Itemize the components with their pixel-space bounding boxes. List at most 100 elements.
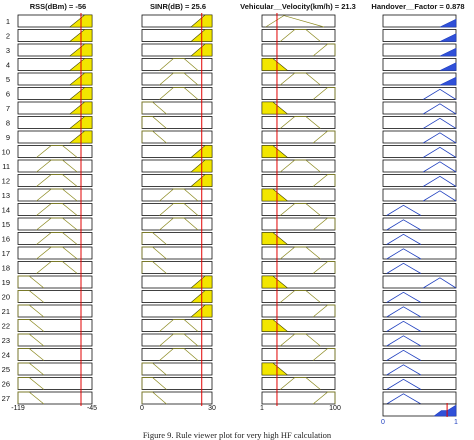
output-cell-box <box>382 319 457 332</box>
output-cell-mf <box>439 33 457 42</box>
rule-number: 9 <box>6 133 10 142</box>
velocity-cell-box <box>261 348 336 361</box>
output-cell-mf <box>422 146 457 158</box>
velocity-cell-box <box>261 391 336 405</box>
rule-number: 3 <box>6 46 10 55</box>
rule-number: 14 <box>2 206 10 215</box>
rule-number: 23 <box>2 336 10 345</box>
output-cell-box <box>382 188 457 202</box>
rule-row: 23 <box>2 333 457 347</box>
velocity-cell-mf <box>280 333 321 347</box>
output-cell-mf <box>386 233 422 245</box>
handover-header: Handover__Factor = 0.878 <box>371 2 464 11</box>
rss-cell-mf <box>17 290 45 303</box>
velocity-cell-mf-filled <box>261 58 289 71</box>
output-cell-box <box>382 246 457 260</box>
rule-row: 20 <box>2 290 457 303</box>
velocity-cell-mf <box>312 304 336 318</box>
output-cell-mf <box>386 248 422 260</box>
sinr-cell-mf <box>159 333 199 347</box>
output-cell-mf <box>439 76 457 86</box>
output-cell-mf <box>386 364 422 376</box>
velocity-cell-box <box>261 174 336 187</box>
rss-cell-mf <box>17 348 45 361</box>
velocity-cell-box <box>261 14 336 28</box>
rule-number: 24 <box>2 351 10 360</box>
sinr-cell-mf <box>159 72 199 86</box>
rule-number: 20 <box>2 293 10 302</box>
output-cell-mf <box>439 47 457 57</box>
rule-number: 16 <box>2 235 10 244</box>
velocity-cell-mf <box>265 15 325 28</box>
aggregated-output <box>382 403 457 417</box>
output-cell-mf <box>422 190 457 202</box>
sinr-cell-mf <box>141 130 167 144</box>
output-cell-box <box>382 101 457 115</box>
velocity-cell-box <box>261 217 336 231</box>
velocity-cell-mf-filled <box>261 101 289 115</box>
rule-number: 8 <box>6 119 10 128</box>
output-max-label: 1 <box>454 419 458 426</box>
rule-number: 12 <box>2 177 10 186</box>
output-cell-mf <box>422 103 457 115</box>
figure-caption: Figure 9. Rule viewer plot for very high… <box>143 430 332 440</box>
sinr-cell-mf <box>159 348 199 361</box>
output-cell-box <box>382 348 457 361</box>
rss-cell-mf <box>36 203 78 216</box>
output-cell-box <box>382 145 457 158</box>
velocity-cell-box <box>261 377 336 390</box>
velocity-cell-box <box>261 304 336 318</box>
velocity-cell-box <box>261 290 336 303</box>
rule-row: 18 <box>2 261 457 274</box>
velocity-cell-mf <box>312 217 336 231</box>
output-cell-mf <box>422 132 457 144</box>
rule-number: 21 <box>2 307 10 316</box>
output-cell-box <box>382 290 457 303</box>
rule-number: 22 <box>2 322 10 331</box>
rule-row: 9 <box>6 130 457 144</box>
output-cell-box <box>382 87 457 100</box>
velocity-cell-mf <box>312 87 336 100</box>
sinr-cell-mf <box>159 203 199 216</box>
velocity-cell-mf <box>312 43 336 57</box>
sinr-cell-mf <box>159 217 199 231</box>
sinr-max-label: 30 <box>208 405 216 412</box>
rss-cell-mf <box>17 362 45 376</box>
rule-row: 14 <box>2 203 457 216</box>
velocity-cell-mf <box>312 130 336 144</box>
output-min-label: 0 <box>381 419 385 426</box>
rule-row: 27 <box>2 391 457 405</box>
output-cell-box <box>382 174 457 187</box>
rss-cell-mf <box>36 145 78 158</box>
sinr-cell-mf <box>141 232 167 245</box>
velocity-cell-mf <box>312 391 336 405</box>
velocity-header: Vehicular__Velocity(km/h) = 21.3 <box>240 2 356 11</box>
output-cell-box <box>382 116 457 129</box>
velocity-cell-mf-filled <box>261 362 289 376</box>
output-cell-box <box>382 203 457 216</box>
output-cell-box <box>382 362 457 376</box>
sinr-cell-mf <box>141 391 167 405</box>
output-cell-mf <box>386 219 422 231</box>
rule-row: 8 <box>6 116 457 129</box>
rss-cell-mf <box>36 159 78 173</box>
rss-cell-mf <box>17 304 45 318</box>
velocity-cell-mf-filled <box>261 275 289 289</box>
output-cell-mf <box>422 175 457 187</box>
velocity-cell-mf-filled <box>261 188 289 202</box>
output-cell-box <box>382 333 457 347</box>
rule-number: 17 <box>2 249 10 258</box>
rss-cell-mf <box>36 232 78 245</box>
rss-cell-mf <box>17 391 45 405</box>
velocity-cell-mf <box>280 203 321 216</box>
rule-row: 12 <box>2 174 457 187</box>
output-cell-box <box>382 159 457 173</box>
output-cell-mf <box>439 18 457 28</box>
output-cell-box <box>382 377 457 390</box>
velocity-cell-box <box>261 43 336 57</box>
velocity-cell-box <box>261 246 336 260</box>
velocity-cell-mf <box>280 246 321 260</box>
sinr-cell-mf <box>141 377 167 390</box>
velocity-cell-mf <box>280 72 321 86</box>
